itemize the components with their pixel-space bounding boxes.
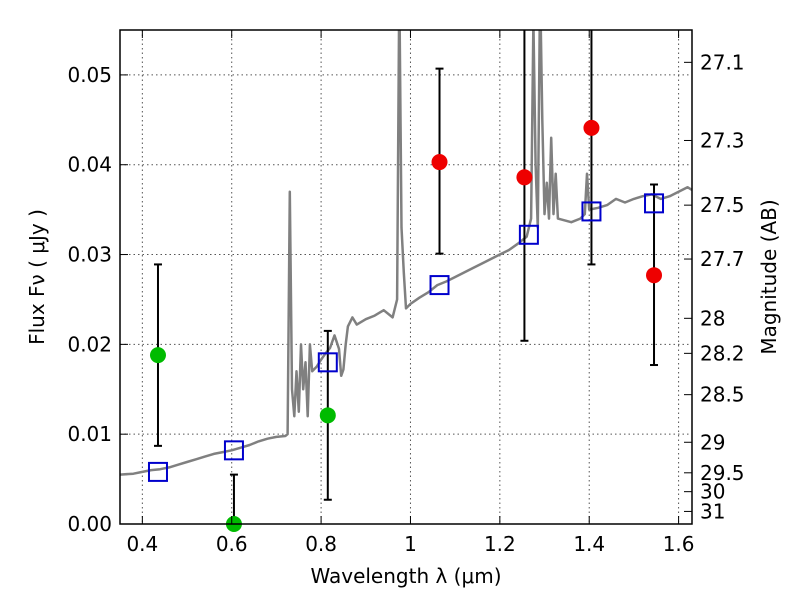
right-tick-label: 30 — [700, 480, 725, 504]
data-point — [149, 347, 166, 364]
x-tick-label: 1.2 — [484, 532, 516, 556]
model-point — [223, 440, 244, 461]
x-tick-label: 0.4 — [126, 532, 158, 556]
spectrum-layer — [120, 30, 692, 476]
right-tick-label: 29.5 — [700, 461, 745, 485]
data-point — [319, 407, 336, 424]
right-tick-label: 27.1 — [700, 50, 745, 74]
spectrum-line — [120, 30, 692, 476]
data-point — [583, 119, 600, 136]
x-tick-label: 0.6 — [216, 532, 248, 556]
y-tick-label: 0.00 — [67, 512, 112, 536]
plot-frame — [119, 29, 693, 525]
right-tick-label: 31 — [700, 499, 725, 523]
x-tick-label: 0.8 — [305, 532, 337, 556]
y-tick-label: 0.02 — [67, 332, 112, 356]
right-axis-label: Magnitude (AB) — [757, 199, 781, 354]
model-point — [147, 461, 168, 482]
x-tick-label: 1.6 — [663, 532, 695, 556]
x-tick-label: 1.4 — [573, 532, 605, 556]
model-point — [317, 352, 338, 373]
x-axis-label: Wavelength λ (μm) — [310, 564, 501, 588]
y-tick-label: 0.01 — [67, 422, 112, 446]
right-tick-label: 27.7 — [700, 247, 745, 271]
model-point — [581, 201, 602, 222]
data-point — [516, 169, 533, 186]
right-tick-label: 29 — [700, 430, 725, 454]
data-points-layer — [147, 30, 665, 532]
y-axis-label: Flux Fν ( μJy ) — [25, 209, 49, 345]
right-tick-label: 28 — [700, 306, 725, 330]
data-point — [646, 267, 663, 284]
x-tick-label: 1 — [404, 532, 417, 556]
right-tick-label: 27.5 — [700, 193, 745, 217]
right-tick-label: 28.5 — [700, 383, 745, 407]
model-point — [644, 193, 665, 214]
y-tick-label: 0.03 — [67, 243, 112, 267]
model-point — [429, 275, 450, 296]
right-tick-label: 28.2 — [700, 341, 745, 365]
ticks-layer: 0.4 0.6 0.8 1 1.2 1.4 1.6 0.00 0.01 0.02 0.03 0.04 0… — [67, 30, 745, 556]
y-tick-label: 0.04 — [67, 153, 112, 177]
right-tick-label: 27.3 — [700, 128, 745, 152]
y-tick-label: 0.05 — [67, 63, 112, 87]
grid — [120, 30, 692, 525]
model-point — [518, 224, 539, 245]
data-point — [431, 154, 448, 171]
